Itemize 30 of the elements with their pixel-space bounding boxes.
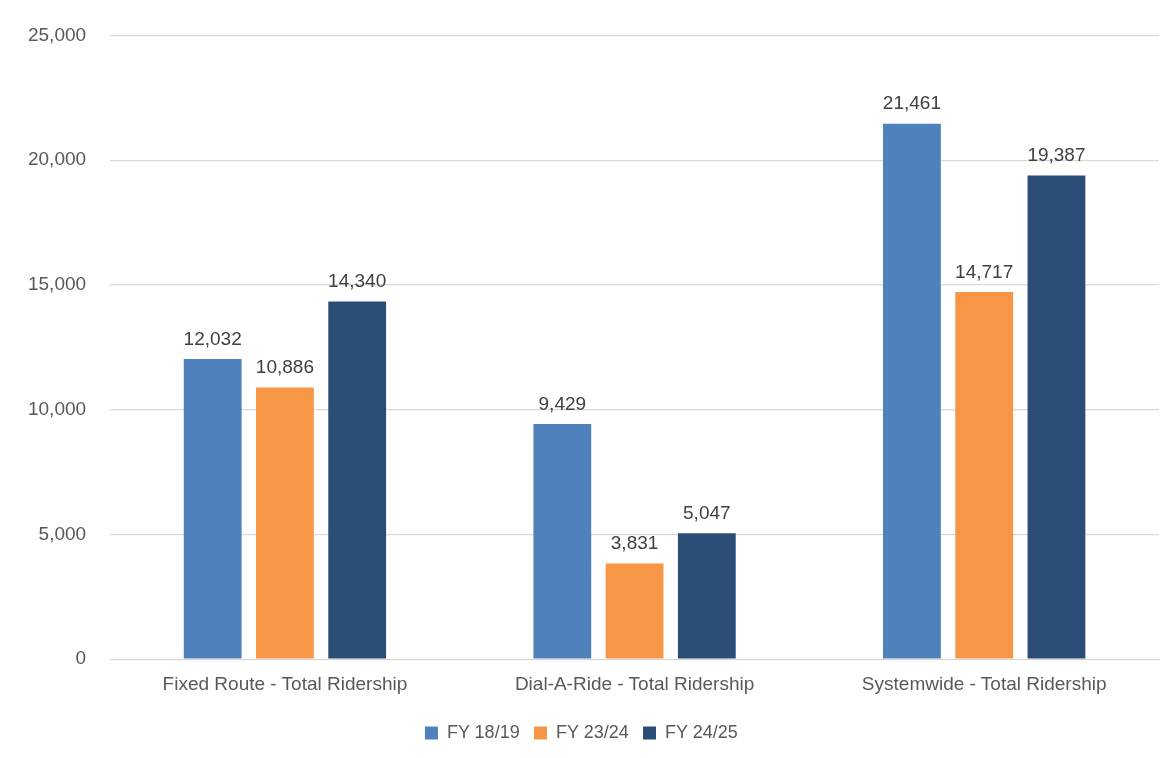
y-tick-label: 10,000	[27, 397, 87, 419]
data-label: 14,340	[328, 270, 387, 292]
data-label: 19,387	[1027, 144, 1086, 166]
bar	[883, 123, 941, 659]
y-tick-label: 25,000	[27, 23, 87, 45]
y-tick-label: 15,000	[27, 273, 87, 295]
y-tick-label: 5,000	[38, 522, 87, 544]
data-label: 12,032	[183, 327, 242, 349]
data-label: 21,461	[882, 92, 941, 114]
bar	[183, 358, 242, 659]
y-tick-label: 20,000	[27, 148, 87, 170]
x-tick-label: Fixed Route - Total Ridership	[162, 672, 408, 694]
bar	[677, 533, 736, 659]
y-tick-label: 0	[75, 647, 87, 669]
bar	[605, 563, 664, 659]
data-label: 9,429	[538, 392, 587, 414]
data-label: 10,886	[255, 356, 314, 378]
data-label: 3,831	[610, 532, 659, 554]
legend-label: FY 18/19	[446, 721, 520, 742]
legend-label: FY 24/25	[665, 721, 738, 742]
data-label: 5,047	[683, 502, 731, 523]
bar	[256, 387, 314, 659]
bar	[533, 423, 592, 659]
data-label: 14,717	[955, 260, 1014, 282]
x-tick-label: Dial-A-Ride - Total Ridership	[514, 672, 755, 694]
legend-label: FY 23/24	[555, 721, 629, 742]
bar	[955, 291, 1014, 659]
bar	[1027, 175, 1086, 659]
bar	[328, 301, 387, 659]
x-tick-label: Systemwide - Total Ridership	[861, 672, 1107, 694]
